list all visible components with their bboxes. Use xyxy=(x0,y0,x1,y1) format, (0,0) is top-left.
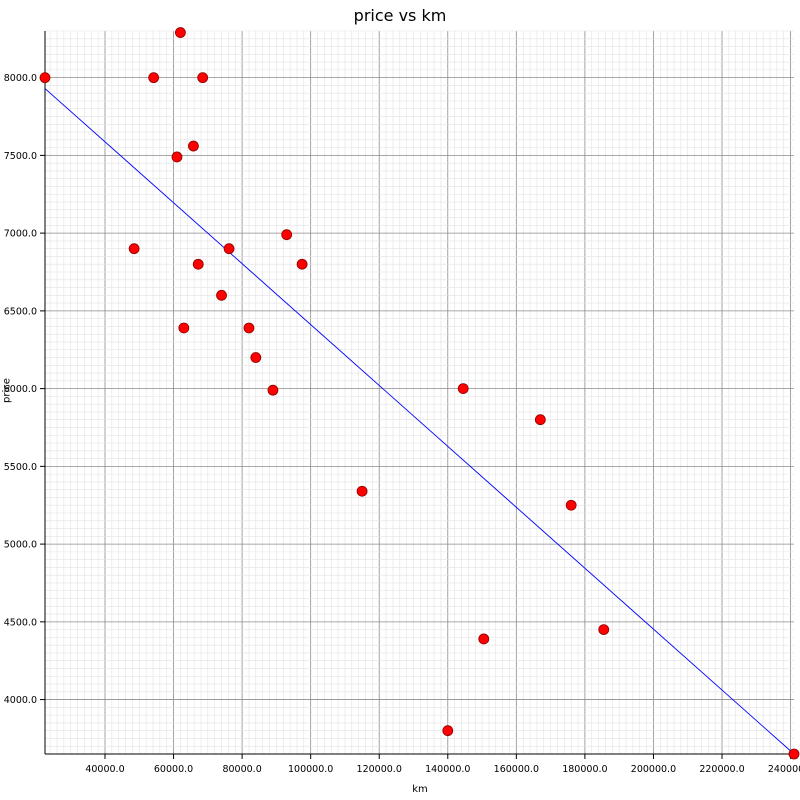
x-tick-label: 140000.0 xyxy=(425,764,470,775)
chart-title: price vs km xyxy=(353,6,447,25)
y-tick-label: 7000.0 xyxy=(4,229,37,240)
data-point xyxy=(281,229,293,241)
data-point xyxy=(243,322,255,334)
y-tick-label: 5500.0 xyxy=(4,462,37,473)
y-tick-label: 8000.0 xyxy=(4,73,37,84)
data-point xyxy=(267,384,279,396)
x-tick-label: 80000.0 xyxy=(222,764,261,775)
data-point xyxy=(442,725,454,737)
data-point xyxy=(178,322,190,334)
data-point xyxy=(534,414,546,426)
x-axis-label: km xyxy=(412,784,428,795)
data-point xyxy=(216,289,227,301)
data-point xyxy=(356,485,368,497)
data-point xyxy=(128,243,140,255)
y-tick-label: 7500.0 xyxy=(4,151,37,162)
data-point xyxy=(223,243,235,255)
data-point xyxy=(598,624,610,636)
y-tick-label: 5000.0 xyxy=(4,540,37,551)
x-tick-label: 240000.0 xyxy=(768,764,800,775)
data-point xyxy=(250,352,262,363)
y-tick-label: 4000.0 xyxy=(4,695,37,706)
x-tick-label: 120000.0 xyxy=(357,764,402,775)
data-point xyxy=(457,383,469,395)
y-tick-label: 6500.0 xyxy=(4,306,37,317)
data-point xyxy=(565,499,577,511)
x-tick-label: 40000.0 xyxy=(85,764,124,775)
y-tick-label: 4500.0 xyxy=(4,617,37,628)
data-point xyxy=(192,258,204,270)
data-point xyxy=(188,140,199,152)
x-tick-label: 180000.0 xyxy=(562,764,607,775)
y-tick-label: 6000.0 xyxy=(4,384,37,395)
regression-line xyxy=(44,88,795,755)
data-point xyxy=(478,633,490,645)
data-point xyxy=(171,151,183,163)
x-tick-label: 60000.0 xyxy=(154,764,193,775)
data-point xyxy=(39,72,51,84)
data-point xyxy=(175,27,186,38)
x-tick-label: 100000.0 xyxy=(288,764,333,775)
x-tick-label: 160000.0 xyxy=(494,764,539,775)
x-tick-label: 200000.0 xyxy=(631,764,676,775)
data-point xyxy=(197,72,209,84)
data-point xyxy=(296,258,308,270)
x-tick-label: 220000.0 xyxy=(699,764,744,775)
data-point xyxy=(788,748,800,760)
data-point xyxy=(148,72,160,84)
y-axis-label: price xyxy=(1,378,13,403)
